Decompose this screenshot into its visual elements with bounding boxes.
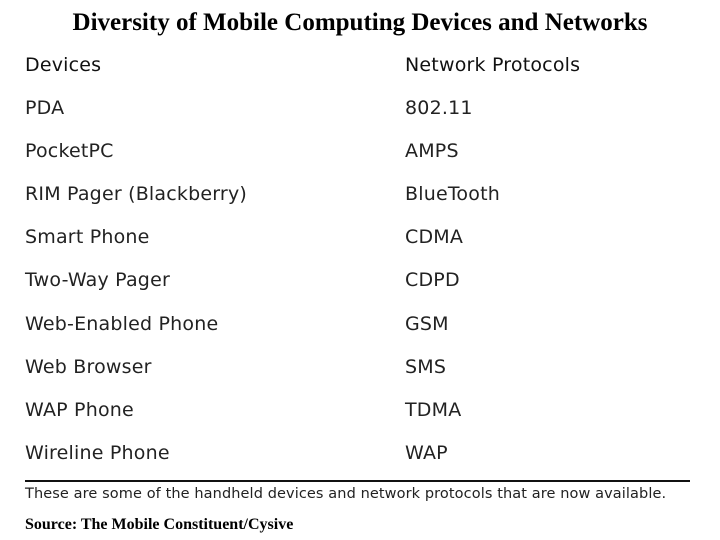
- table-row: WAP Phone TDMA: [25, 393, 690, 436]
- page-title: Diversity of Mobile Computing Devices an…: [72, 9, 648, 36]
- device-cell: Smart Phone: [25, 226, 150, 249]
- protocol-cell: GSM: [405, 312, 449, 335]
- table-row: Web Browser SMS: [25, 350, 690, 393]
- protocol-cell: CDPD: [405, 269, 460, 292]
- column-header-network-protocols: Network Protocols: [405, 54, 581, 76]
- protocol-cell: 802.11: [405, 97, 473, 120]
- table-row: PocketPC AMPS: [25, 134, 690, 177]
- protocol-cell: CDMA: [405, 226, 464, 249]
- table-row: Web-Enabled Phone GSM: [25, 307, 690, 350]
- device-cell: Web-Enabled Phone: [25, 312, 219, 335]
- device-cell: Two-Way Pager: [25, 269, 170, 292]
- column-header-devices: Devices: [25, 54, 102, 76]
- device-cell: RIM Pager (Blackberry): [25, 183, 248, 206]
- protocol-cell: WAP: [405, 441, 448, 464]
- table-row: Smart Phone CDMA: [25, 220, 690, 263]
- table-row: Wireline Phone WAP: [25, 436, 690, 479]
- table-row: RIM Pager (Blackberry) BlueTooth: [25, 177, 690, 220]
- protocol-cell: SMS: [405, 355, 447, 378]
- device-cell: Web Browser: [25, 355, 152, 378]
- protocol-cell: TDMA: [405, 398, 462, 421]
- source-note: Source: The Mobile Constituent/Cysive: [25, 516, 294, 533]
- protocol-cell: BlueTooth: [405, 183, 500, 206]
- table-row: PDA 802.11: [25, 91, 690, 134]
- device-cell: Wireline Phone: [25, 441, 170, 464]
- table-caption: These are some of the handheld devices a…: [25, 486, 667, 502]
- device-cell: PocketPC: [25, 140, 114, 163]
- protocol-cell: AMPS: [405, 140, 459, 163]
- device-cell: WAP Phone: [25, 398, 134, 421]
- divider-rule: [25, 480, 690, 482]
- table-row: Two-Way Pager CDPD: [25, 263, 690, 306]
- devices-protocols-table: Devices Network Protocols PDA 802.11 Poc…: [25, 48, 690, 479]
- table-header-row: Devices Network Protocols: [25, 48, 690, 91]
- device-cell: PDA: [25, 97, 65, 120]
